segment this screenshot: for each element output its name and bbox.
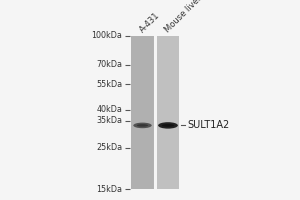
Ellipse shape (162, 124, 174, 127)
Ellipse shape (133, 123, 152, 128)
Text: 100kDa: 100kDa (92, 31, 122, 40)
Text: 55kDa: 55kDa (96, 80, 122, 89)
Text: 70kDa: 70kDa (96, 60, 122, 69)
Text: A-431: A-431 (138, 10, 161, 34)
Text: SULT1A2: SULT1A2 (188, 120, 230, 130)
Text: 35kDa: 35kDa (96, 116, 122, 125)
Bar (131, 36, 154, 189)
Text: 40kDa: 40kDa (97, 105, 122, 114)
Text: 15kDa: 15kDa (96, 184, 122, 194)
Ellipse shape (137, 124, 148, 127)
Text: 25kDa: 25kDa (96, 143, 122, 152)
Text: Mouse liver: Mouse liver (163, 0, 204, 34)
Bar (157, 36, 179, 189)
Ellipse shape (158, 122, 178, 129)
